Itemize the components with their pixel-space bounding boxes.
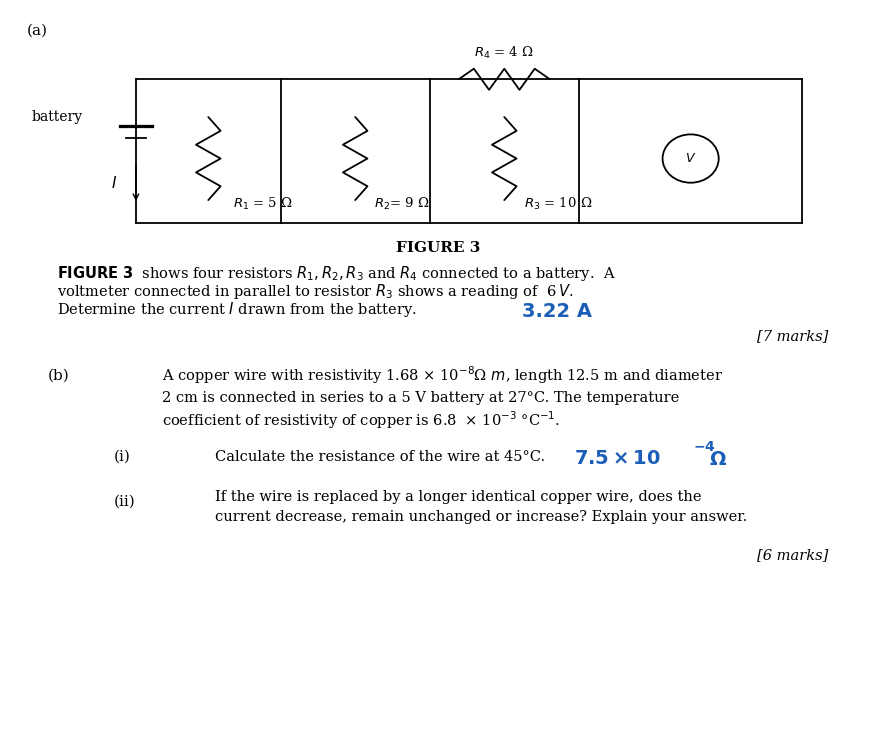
Text: If the wire is replaced by a longer identical copper wire, does the: If the wire is replaced by a longer iden… <box>215 490 702 504</box>
Text: 2 cm is connected in series to a 5 V battery at 27°C. The temperature: 2 cm is connected in series to a 5 V bat… <box>162 391 680 405</box>
Text: $V$: $V$ <box>685 152 696 165</box>
Text: (a): (a) <box>26 23 47 37</box>
Text: Determine the current $I$ drawn from the battery.: Determine the current $I$ drawn from the… <box>57 300 417 319</box>
Text: (i): (i) <box>114 450 131 464</box>
Text: 3.22 A: 3.22 A <box>522 301 592 321</box>
Text: FIGURE 3: FIGURE 3 <box>396 241 481 254</box>
Text: (ii): (ii) <box>114 495 136 509</box>
Text: [7 marks]: [7 marks] <box>758 329 829 343</box>
Text: $R_1$ = 5 Ω: $R_1$ = 5 Ω <box>233 196 293 212</box>
Text: $I$: $I$ <box>111 175 117 191</box>
Text: battery: battery <box>32 110 82 124</box>
Text: $R_2$= 9 Ω: $R_2$= 9 Ω <box>374 196 430 212</box>
Text: $R_4$ = 4 Ω: $R_4$ = 4 Ω <box>474 45 534 61</box>
Text: voltmeter connected in parallel to resistor $R_3$ shows a reading of  6$\,V$.: voltmeter connected in parallel to resis… <box>57 282 574 301</box>
Text: $\mathbf{\Omega}$: $\mathbf{\Omega}$ <box>709 450 727 470</box>
Text: $\mathbf{-4}$: $\mathbf{-4}$ <box>693 440 716 454</box>
Text: (b): (b) <box>48 368 70 382</box>
Text: current decrease, remain unchanged or increase? Explain your answer.: current decrease, remain unchanged or in… <box>215 510 747 524</box>
Text: Calculate the resistance of the wire at 45°C.: Calculate the resistance of the wire at … <box>215 450 545 464</box>
Text: $\mathbf{7.5 \times 10}$: $\mathbf{7.5 \times 10}$ <box>574 448 661 468</box>
Text: $\mathbf{FIGURE\ 3}$  shows four resistors $R_1, R_2, R_3$ and $R_4$ connected t: $\mathbf{FIGURE\ 3}$ shows four resistor… <box>57 263 616 283</box>
Text: coefficient of resistivity of copper is 6.8  × 10$^{-3}$ °C$^{-1}$.: coefficient of resistivity of copper is … <box>162 410 560 431</box>
Text: A copper wire with resistivity 1.68 × 10$^{-8}$Ω $m$, length 12.5 m and diameter: A copper wire with resistivity 1.68 × 10… <box>162 365 724 386</box>
Text: [6 marks]: [6 marks] <box>758 548 829 562</box>
Text: $R_3$ = 10 Ω: $R_3$ = 10 Ω <box>524 196 592 212</box>
